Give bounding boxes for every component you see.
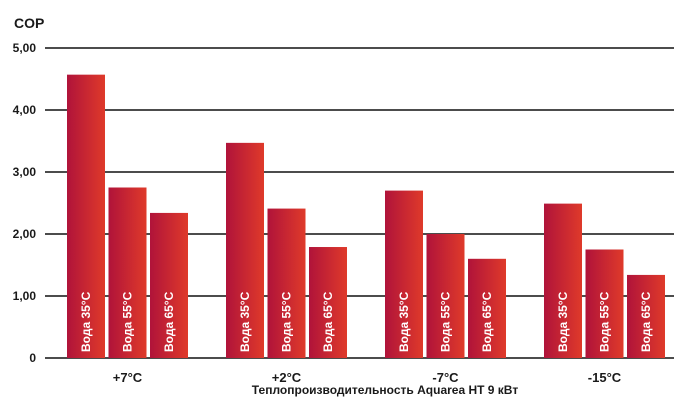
bar-series-label: Вода 55°C xyxy=(121,291,135,352)
bars: Вода 35°C Вода 55°C Вода 65°C Вода 35°C Вода… xyxy=(67,74,665,358)
bar xyxy=(226,142,264,358)
bar-series-label: Вода 35°C xyxy=(397,291,411,352)
bar xyxy=(309,247,347,358)
bar-series-label: Вода 35°C xyxy=(556,291,570,352)
bar-series-label: Вода 65°C xyxy=(162,291,176,352)
bar xyxy=(267,208,306,358)
bar xyxy=(385,190,423,358)
x-category-label: +7°C xyxy=(113,370,143,385)
bar-series-label: Вода 55°C xyxy=(598,291,612,352)
bar-series-label: Вода 55°C xyxy=(439,291,453,352)
bar xyxy=(468,258,506,358)
bar-series-label: Вода 65°C xyxy=(480,291,494,352)
bar-series-label: Вода 35°C xyxy=(238,291,252,352)
category-labels: +7°C +2°C -7°C -15°C xyxy=(113,370,622,385)
bar-series-label: Вода 65°C xyxy=(639,291,653,352)
bar-series-label: Вода 35°C xyxy=(79,291,93,352)
y-tick-label: 0 xyxy=(29,351,36,365)
x-category-label: -15°C xyxy=(588,370,622,385)
bar xyxy=(544,203,582,358)
bar xyxy=(150,212,188,358)
x-axis-title: Теплопроизводительность Aquarea HT 9 кВт xyxy=(252,383,519,397)
bar-series-label: Вода 65°C xyxy=(321,291,335,352)
bar xyxy=(67,74,105,358)
bar xyxy=(627,274,665,358)
bar xyxy=(585,249,624,358)
y-tick-label: 3,00 xyxy=(13,165,37,179)
y-axis-title: COP xyxy=(14,15,44,31)
x-category-label: -7°C xyxy=(432,370,459,385)
y-tick-label: 2,00 xyxy=(13,227,37,241)
y-tick-label: 4,00 xyxy=(13,103,37,117)
y-tick-label: 5,00 xyxy=(13,41,37,55)
x-category-label: +2°C xyxy=(272,370,302,385)
y-tick-label: 1,00 xyxy=(13,289,37,303)
bar xyxy=(108,187,147,358)
bar xyxy=(426,234,465,358)
bar-series-label: Вода 55°C xyxy=(280,291,294,352)
